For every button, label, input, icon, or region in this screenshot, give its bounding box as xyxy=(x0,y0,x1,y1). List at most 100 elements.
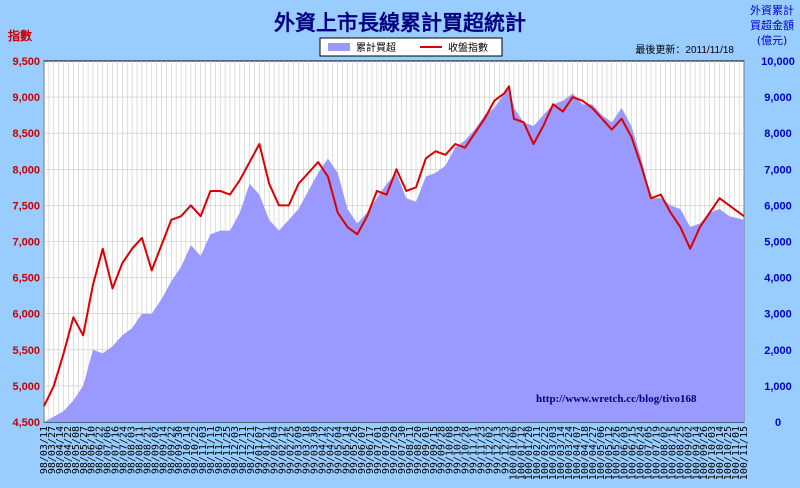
x-tick-label: 99/02/12 xyxy=(278,426,289,474)
left-tick-label: 8,000 xyxy=(12,164,40,176)
left-tick-label: 8,500 xyxy=(12,128,40,140)
legend-swatch-net-buy xyxy=(328,43,350,51)
index-line xyxy=(43,85,745,407)
x-tick-label: 98/11/03 xyxy=(198,426,209,474)
x-tick-label: 99/10/28 xyxy=(461,426,472,474)
x-tick-label: 98/09/02 xyxy=(150,426,161,474)
right-tick-label: 7,000 xyxy=(764,164,792,176)
x-tick-label: 98/07/16 xyxy=(111,426,122,474)
right-tick-label: 10,000 xyxy=(761,56,795,68)
x-tick-label: 99/09/01 xyxy=(421,426,432,474)
right-axis-label-line-3: (億元) xyxy=(757,34,788,47)
x-tick-label: 100/01/20 xyxy=(524,426,535,480)
left-tick-label: 9,500 xyxy=(12,56,40,68)
x-tick-label: 99/02/25 xyxy=(286,426,297,474)
x-tick-label: 100/08/15 xyxy=(667,426,678,480)
x-tick-label: 99/05/14 xyxy=(341,426,352,474)
x-tick-label: 98/06/22 xyxy=(95,426,106,474)
right-tick-label: 2,000 xyxy=(764,345,792,357)
x-tick-label: 98/12/11 xyxy=(238,426,249,474)
x-tick-label: 98/09/30 xyxy=(174,426,185,474)
x-tick-label: 98/11/19 xyxy=(214,426,225,474)
right-tick-label: 0 xyxy=(775,417,781,429)
x-tick-label: 99/07/20 xyxy=(389,426,400,474)
left-tick-label: 7,000 xyxy=(12,237,40,249)
right-tick-label: 1,000 xyxy=(764,381,792,393)
left-tick-label: 7,500 xyxy=(12,200,40,212)
x-tick-label: 98/07/06 xyxy=(103,426,114,474)
watermark-url: http://www.wretch.cc/blog/tivo168 xyxy=(536,393,697,405)
x-tick-label: 98/11/25 xyxy=(222,426,233,474)
left-tick-label: 6,500 xyxy=(12,273,40,285)
x-tick-label: 100/06/15 xyxy=(628,426,639,480)
x-tick-label: 100/02/11 xyxy=(532,426,543,480)
x-tick-label: 99/07/30 xyxy=(397,426,408,474)
x-tick-label: 100/06/03 xyxy=(620,426,631,480)
right-tick-label: 3,000 xyxy=(764,309,792,321)
chart-title: 外資上市長線累計買超統計 xyxy=(274,11,526,35)
x-tick-label: 100/04/18 xyxy=(580,426,591,480)
x-tick-label: 99/09/15 xyxy=(429,426,440,474)
x-tick-label: 99/03/30 xyxy=(309,426,320,474)
x-tick-label: 98/09/22 xyxy=(166,426,177,474)
x-tick-label: 100/03/03 xyxy=(548,426,559,480)
right-tick-label: 5,000 xyxy=(764,237,792,249)
x-tick-label: 99/09/28 xyxy=(437,426,448,474)
x-tick-label: 99/01/07 xyxy=(254,426,265,474)
x-tick-label: 99/11/11 xyxy=(469,426,480,474)
x-tick-label: 99/07/09 xyxy=(381,426,392,474)
x-tick-label: 100/07/05 xyxy=(644,426,655,480)
x-tick-label: 98/08/03 xyxy=(127,426,138,474)
x-tick-label: 99/10/19 xyxy=(453,426,464,474)
x-tick-label: 98/03/11 xyxy=(39,426,50,474)
x-tick-label: 100/08/25 xyxy=(675,426,686,480)
legend-box xyxy=(319,37,503,57)
net-buy-area xyxy=(44,86,744,423)
x-tick-label: 100/05/06 xyxy=(596,426,607,480)
x-tick-label: 100/10/25 xyxy=(723,426,734,480)
x-tick-label: 100/05/12 xyxy=(604,426,615,480)
x-tick-label: 100/10/14 xyxy=(715,426,726,480)
x-tick-label: 99/04/12 xyxy=(317,426,328,474)
legend-label-index: 收盤指數 xyxy=(448,41,488,54)
x-tick-label: 100/09/26 xyxy=(699,426,710,480)
x-tick-label: 99/07/01 xyxy=(373,426,384,474)
x-tick-label: 99/08/11 xyxy=(405,426,416,474)
x-tick-label: 99/03/18 xyxy=(302,426,313,474)
x-tick-label: 99/12/23 xyxy=(500,426,511,474)
x-tick-label: 99/01/21 xyxy=(262,426,273,474)
x-tick-label: 98/05/08 xyxy=(71,426,82,474)
left-tick-label: 9,000 xyxy=(12,92,40,104)
right-tick-label: 4,000 xyxy=(764,273,792,285)
x-tick-label: 100/04/07 xyxy=(572,426,583,480)
left-axis-label: 指數 xyxy=(8,28,32,43)
x-tick-label: 100/01/12 xyxy=(516,426,527,480)
x-tick-label: 99/12/13 xyxy=(492,426,503,474)
x-tick-label: 98/06/10 xyxy=(87,426,98,474)
x-tick-label: 100/03/14 xyxy=(556,426,567,480)
x-tick-label: 98/12/21 xyxy=(246,426,257,474)
x-tick-label: 100/01/06 xyxy=(508,426,519,480)
legend: 累計買超 收盤指數 xyxy=(319,37,503,57)
x-tick-label: 99/11/23 xyxy=(477,426,488,474)
x-tick-label: 99/10/08 xyxy=(445,426,456,474)
update-note: 最後更新：2011/11/18 xyxy=(635,43,734,56)
x-tick-label: 98/04/22 xyxy=(63,426,74,474)
x-tick-label: 99/06/17 xyxy=(365,426,376,474)
x-tick-label: 100/02/22 xyxy=(540,426,551,480)
x-tick-label: 98/09/14 xyxy=(158,426,169,474)
x-tick-label: 99/03/09 xyxy=(294,426,305,474)
x-tick-label: 99/04/22 xyxy=(325,426,336,474)
right-tick-label: 8,000 xyxy=(764,128,792,140)
x-tick-label: 98/10/14 xyxy=(182,426,193,474)
x-tick-label: 100/09/14 xyxy=(691,426,702,480)
x-tick-label: 98/12/03 xyxy=(230,426,241,474)
right-axis-label-line-2: 買超金額 xyxy=(750,18,794,32)
x-tick-label: 99/06/07 xyxy=(357,426,368,474)
x-tick-label: 100/06/24 xyxy=(636,426,647,480)
x-tick-label: 99/05/26 xyxy=(349,426,360,474)
x-tick-label: 98/08/11 xyxy=(134,426,145,474)
x-tick-label: 99/08/20 xyxy=(413,426,424,474)
x-tick-label: 100/04/27 xyxy=(588,426,599,480)
